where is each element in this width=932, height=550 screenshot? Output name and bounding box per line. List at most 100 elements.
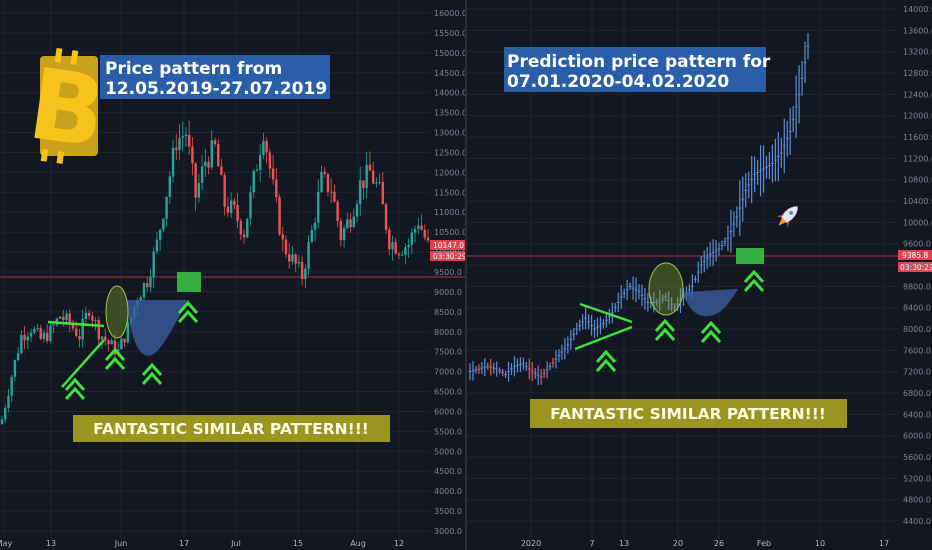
candle-body [42, 332, 46, 340]
candle-body [23, 334, 26, 341]
candle-body [10, 376, 13, 396]
right-y-axis[interactable]: 14000.0 13600.0 13200.0 12800.0 12400.0 12000… [903, 5, 932, 526]
candle-body [213, 140, 217, 145]
candle-body [162, 218, 165, 230]
x-tick-label: Jun [114, 539, 128, 548]
y-tick-label: 7200.0 [903, 368, 931, 377]
svg-text:B: B [22, 47, 112, 170]
y-tick-label: 12800.0 [903, 69, 932, 78]
candle-body [223, 174, 226, 207]
y-tick-label: 15000.0 [434, 49, 467, 58]
y-tick-label: 16000.0 [434, 9, 467, 18]
candle-body [71, 323, 75, 329]
candle-body [342, 228, 346, 241]
x-tick-label: Aug [350, 539, 366, 548]
candle-body [226, 206, 230, 213]
y-tick-label: 8500.0 [434, 308, 462, 317]
right-arrow-3 [700, 320, 722, 344]
y-tick-label: 11000.0 [434, 208, 467, 217]
x-tick-label: May [0, 539, 13, 548]
y-tick-label: 5500.0 [434, 427, 462, 436]
candle-body [384, 204, 388, 230]
x-tick-label: 17 [179, 539, 189, 548]
y-tick-label: 12000.0 [434, 168, 467, 177]
candle-body [346, 219, 349, 229]
candle-body [236, 204, 239, 221]
candle-body [84, 313, 88, 319]
candle-body [304, 268, 307, 280]
left-title-line2: 12.05.2019-27.07.2019 [105, 79, 327, 99]
candle-body [268, 152, 272, 169]
x-tick-label: 15 [293, 539, 303, 548]
candle-body [26, 336, 30, 341]
candle-body [284, 239, 288, 254]
right-grid [467, 0, 898, 538]
candle-body [252, 170, 255, 193]
left-y-axis[interactable]: 16000.0 15500.0 15000.0 14500.0 14000.0 13500… [434, 9, 467, 536]
candle-body [187, 134, 191, 147]
y-tick-label: 14000.0 [903, 5, 932, 14]
right-breakout-box [736, 248, 764, 264]
y-tick-label: 10000.0 [903, 218, 932, 227]
candle-body [194, 163, 197, 198]
candle-body [178, 137, 181, 151]
x-tick-label: 26 [714, 539, 724, 548]
y-tick-label: 4000.0 [434, 487, 462, 496]
candle-body [49, 325, 52, 342]
candle-body [394, 242, 397, 254]
candle-body [323, 171, 326, 174]
right-chart-panel[interactable]: Prediction price pattern for 07.01.2020-… [467, 0, 932, 548]
y-tick-label: 6000.0 [903, 432, 931, 441]
candle-body [217, 144, 220, 167]
x-tick-label: Feb [757, 539, 771, 548]
candle-body [94, 319, 97, 321]
y-tick-label: 10000.0 [434, 248, 467, 257]
candle-body [171, 147, 175, 177]
candle-body [65, 313, 68, 320]
candle-body [36, 328, 39, 330]
candle-body [349, 219, 352, 228]
candle-body [413, 228, 417, 233]
candle-body [104, 336, 107, 341]
candle-body [391, 242, 394, 250]
candle-body [381, 182, 385, 205]
left-chart-panel[interactable]: B Price pattern from 12.05.2019-27.07.20… [0, 0, 467, 548]
left-title-box [100, 55, 330, 99]
candle-body [4, 407, 7, 420]
left-countdown-tag-text: 03:30:29 [433, 252, 467, 261]
candle-body [0, 419, 4, 425]
right-countdown-tag [898, 262, 932, 272]
candle-body [404, 247, 407, 255]
left-x-axis[interactable]: May 13 Jun 17 Jul 15 Aug 12 [0, 539, 404, 548]
y-tick-label: 7500.0 [434, 348, 462, 357]
candle-body [152, 251, 155, 278]
right-prediction-bars [468, 33, 810, 386]
candle-body [168, 176, 172, 197]
x-tick-label: 12 [394, 539, 404, 548]
y-tick-label: 6800.0 [903, 389, 931, 398]
candle-body [20, 334, 23, 354]
left-banner-box [73, 415, 390, 442]
candle-body [191, 146, 194, 164]
right-resistance-line [579, 302, 633, 324]
candle-body [368, 164, 372, 171]
bitcoin-logo-icon: B [22, 47, 112, 170]
right-title-line1: Prediction price pattern for [507, 52, 771, 72]
right-cup-pattern [683, 289, 738, 317]
candle-body [165, 196, 168, 219]
candle-body [45, 332, 49, 342]
right-banner-text: FANTASTIC SIMILAR PATTERN!!! [550, 405, 826, 423]
y-tick-label: 11500.0 [434, 188, 467, 197]
candle-body [155, 239, 159, 252]
left-arrow-2 [104, 347, 126, 371]
x-tick-label: Jul [230, 539, 241, 548]
y-tick-label: 12000.0 [903, 112, 932, 121]
candle-body [339, 221, 343, 241]
candle-body [336, 201, 339, 222]
y-tick-label: 5600.0 [903, 453, 931, 462]
candle-body [91, 316, 94, 321]
right-x-axis[interactable]: 2020 7 13 20 26 Feb 10 17 [521, 539, 889, 548]
y-tick-label: 15500.0 [434, 29, 467, 38]
candle-body [291, 254, 294, 262]
